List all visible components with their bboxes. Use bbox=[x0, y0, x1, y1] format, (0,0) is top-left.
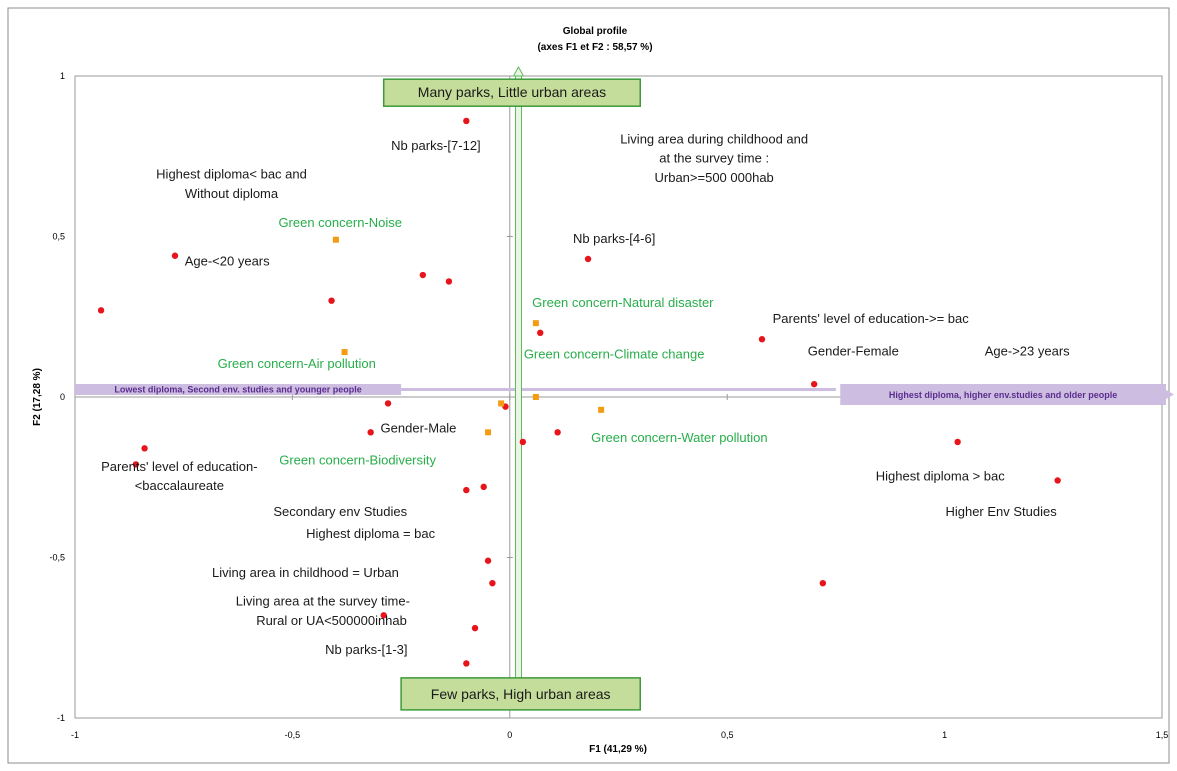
data-point-circle bbox=[1054, 477, 1061, 484]
chart-title: Global profile bbox=[563, 26, 628, 37]
y-axis-label: F2 (17,28 %) bbox=[32, 368, 43, 426]
point-label: Without diploma bbox=[185, 186, 279, 201]
point-label: Nb parks-[7-12] bbox=[391, 138, 481, 153]
left-band-label: Lowest diploma, Second env. studies and … bbox=[114, 385, 361, 395]
data-point-square bbox=[532, 320, 539, 327]
point-label: Rural or UA<500000inhab bbox=[256, 613, 407, 628]
data-point-circle bbox=[463, 486, 470, 494]
point-label: at the survey time : bbox=[659, 151, 769, 166]
point-label: Parents' level of education- bbox=[101, 459, 257, 474]
data-point-square bbox=[332, 236, 339, 243]
point-label: Highest diploma = bac bbox=[306, 526, 435, 541]
data-point-circle bbox=[384, 400, 392, 407]
data-point-circle bbox=[537, 329, 544, 336]
bottom-box: Few parks, High urban areas bbox=[400, 677, 641, 711]
data-point-circle bbox=[489, 579, 496, 587]
point-label: Nb parks-[4-6] bbox=[573, 231, 655, 246]
data-point-circle bbox=[810, 380, 818, 388]
right-band-arrow bbox=[1166, 390, 1174, 399]
data-points bbox=[97, 117, 1061, 667]
data-point-circle bbox=[554, 429, 561, 436]
point-label: Green concern-Water pollution bbox=[591, 430, 768, 445]
point-label: Urban>=500 000hab bbox=[655, 170, 774, 185]
point-label: Parents' level of education->= bac bbox=[773, 311, 970, 326]
data-point-square bbox=[532, 394, 539, 400]
data-point-circle bbox=[380, 612, 387, 619]
point-label: Gender-Male bbox=[381, 420, 457, 435]
data-point-circle bbox=[141, 445, 148, 452]
x-axis-label: F1 (41,29 %) bbox=[589, 744, 647, 755]
point-label: Living area during childhood and bbox=[620, 131, 808, 146]
point-label: Green concern-Biodiversity bbox=[279, 452, 436, 467]
data-point-square bbox=[485, 429, 492, 436]
point-label: Living area at the survey time- bbox=[236, 594, 410, 609]
data-point-circle bbox=[171, 252, 179, 259]
bottom-box-label: Few parks, High urban areas bbox=[431, 686, 611, 702]
x-tick-label: 1 bbox=[942, 730, 947, 740]
point-label: Gender-Female bbox=[808, 343, 899, 358]
x-tick-label: 1,5 bbox=[1156, 730, 1169, 740]
point-label: <baccalaureate bbox=[135, 478, 224, 493]
chart-subtitle: (axes F1 et F2 : 58,57 %) bbox=[537, 42, 652, 53]
left-band: Lowest diploma, Second env. studies and … bbox=[75, 384, 836, 395]
bottom-box-background bbox=[400, 677, 641, 711]
point-label: Green concern-Climate change bbox=[524, 346, 705, 361]
top-box-background bbox=[382, 78, 641, 107]
point-label: Green concern-Natural disaster bbox=[532, 295, 714, 310]
point-label: Higher Env Studies bbox=[945, 504, 1057, 519]
data-point-circle bbox=[463, 660, 470, 667]
right-band: Highest diploma, higher env.studies and … bbox=[840, 384, 1174, 405]
point-label: Highest diploma > bac bbox=[876, 468, 1005, 483]
point-label: Secondary env Studies bbox=[273, 504, 407, 519]
data-point-circle bbox=[480, 483, 487, 491]
point-label: Green concern-Air pollution bbox=[218, 356, 376, 371]
data-point-circle bbox=[819, 579, 827, 587]
x-tick-label: -0,5 bbox=[285, 730, 301, 740]
top-box: Many parks, Little urban areas bbox=[382, 78, 641, 107]
y-tick-label: 0 bbox=[60, 392, 65, 402]
top-box-label: Many parks, Little urban areas bbox=[418, 84, 606, 100]
data-point-circle bbox=[758, 336, 766, 343]
data-point-square bbox=[498, 400, 505, 407]
vertical-arrow-shaft bbox=[514, 75, 522, 697]
data-point-square bbox=[341, 349, 348, 356]
data-point-circle bbox=[97, 307, 105, 314]
y-tick-label: -1 bbox=[57, 713, 65, 723]
data-point-circle bbox=[463, 117, 470, 125]
point-label: Age->23 years bbox=[985, 343, 1070, 358]
vertical-arrow bbox=[512, 65, 525, 697]
data-point-circle bbox=[367, 429, 374, 436]
right-band-background bbox=[840, 384, 1166, 405]
right-band-label: Highest diploma, higher env.studies and … bbox=[889, 390, 1117, 400]
x-tick-label: 0 bbox=[507, 730, 512, 740]
point-label: Green concern-Noise bbox=[278, 215, 402, 230]
data-point-circle bbox=[419, 271, 427, 279]
data-point-circle bbox=[584, 255, 592, 263]
x-tick-label: -1 bbox=[71, 730, 79, 740]
point-label: Highest diploma< bac and bbox=[156, 167, 307, 182]
data-point-circle bbox=[471, 624, 479, 632]
data-point-circle bbox=[954, 438, 961, 446]
point-labels: Nb parks-[7-12] Highest diploma< bac and W… bbox=[101, 131, 1070, 656]
left-band-background bbox=[75, 384, 402, 395]
y-tick-label: -0,5 bbox=[49, 553, 65, 563]
point-label: Living area in childhood = Urban bbox=[212, 565, 399, 580]
data-point-circle bbox=[445, 278, 453, 285]
x-tick-label: 0,5 bbox=[721, 730, 734, 740]
data-point-circle bbox=[132, 461, 140, 468]
vertical-arrow-head bbox=[512, 65, 525, 77]
data-point-circle bbox=[328, 297, 335, 304]
y-tick-label: 1 bbox=[60, 71, 65, 81]
point-label: Nb parks-[1-3] bbox=[325, 642, 407, 657]
point-label: Age-<20 years bbox=[185, 253, 270, 268]
y-tick-label: 0,5 bbox=[52, 232, 65, 242]
data-point-circle bbox=[519, 438, 527, 446]
data-point-circle bbox=[484, 557, 492, 564]
data-point-square bbox=[598, 406, 605, 413]
